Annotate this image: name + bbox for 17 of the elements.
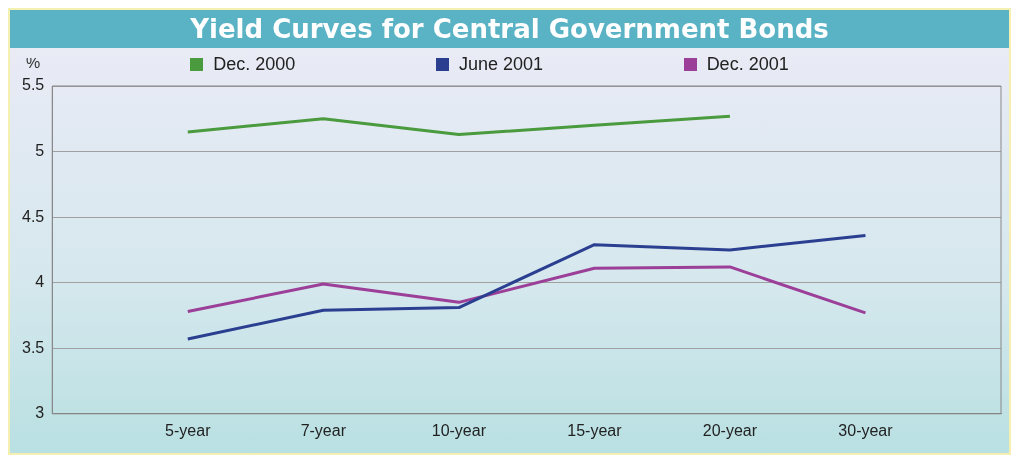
x-tick-label: 30-year — [838, 421, 894, 439]
y-tick-label: 5.5 — [21, 76, 45, 94]
legend-label: June 2001 — [458, 54, 544, 75]
legend-label: Dec. 2001 — [706, 54, 789, 75]
x-tick-label: 10-year — [431, 421, 487, 439]
y-tick-label: 3 — [35, 404, 45, 422]
y-tick-label: 4 — [35, 273, 45, 291]
x-tick-label: 15-year — [567, 421, 623, 439]
y-tick-label: 3.5 — [21, 338, 45, 356]
y-tick-label: 5 — [35, 141, 45, 159]
x-tick-label: 7-year — [300, 421, 347, 439]
x-tick-label: 20-year — [702, 421, 758, 439]
chart-title: Yield Curves for Central Government Bonds — [10, 10, 1009, 48]
y-tick-label: 4.5 — [21, 207, 45, 225]
legend-label: Dec. 2000 — [213, 54, 296, 75]
y-axis-title: % — [26, 54, 41, 72]
x-tick-label: 5-year — [165, 421, 212, 439]
